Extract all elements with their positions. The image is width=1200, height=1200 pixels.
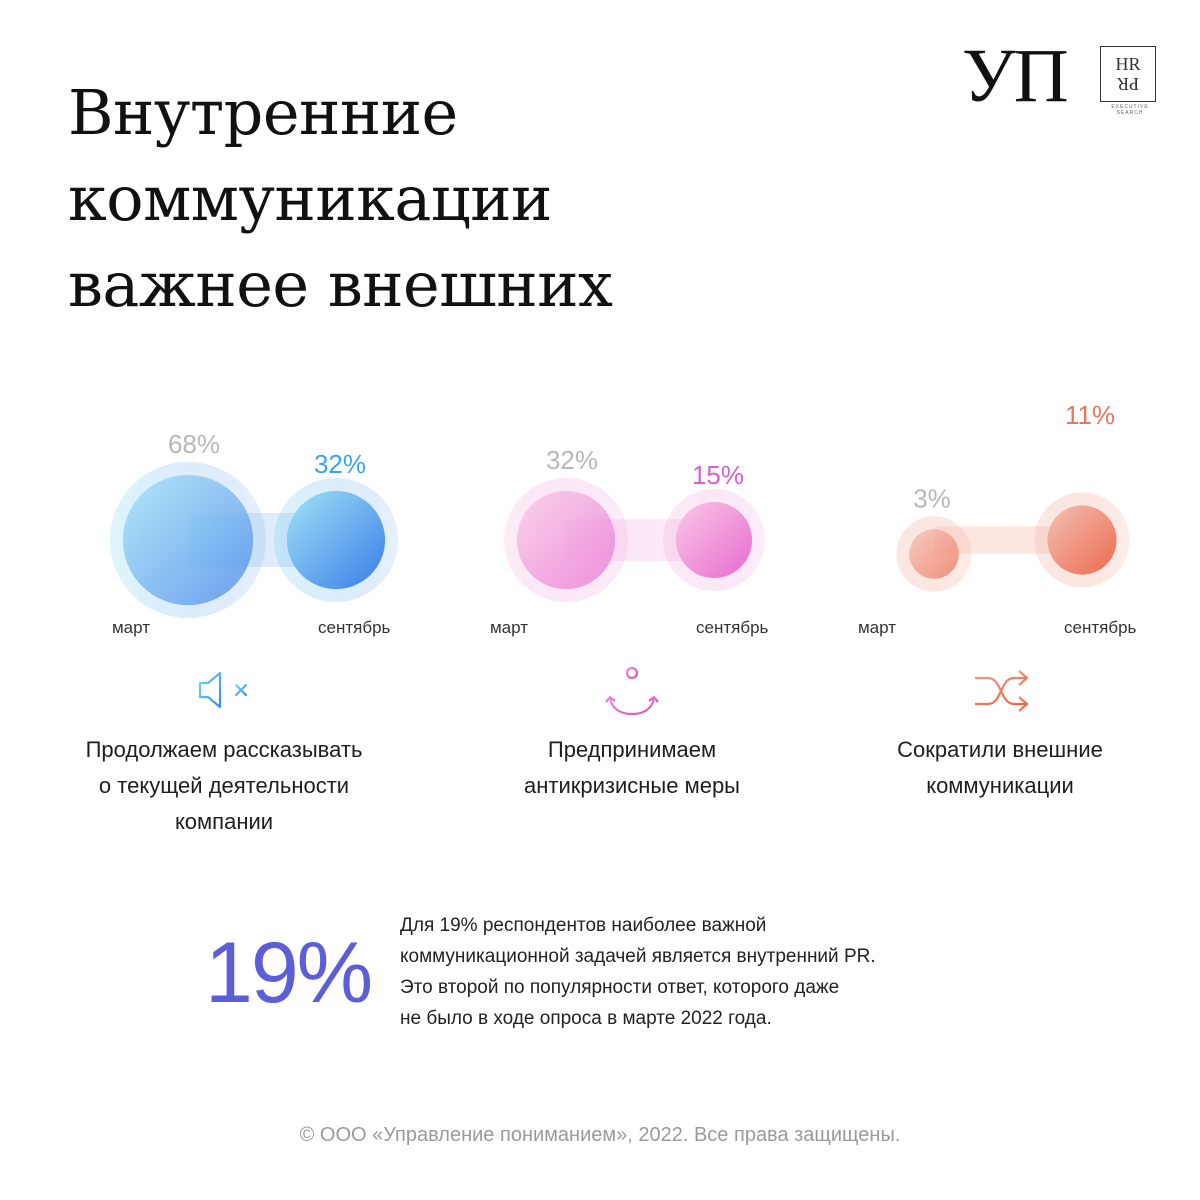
period-label-end: сентябрь [696, 618, 769, 637]
copyright-footer: © ООО «Управление пониманием», 2022. Все… [299, 1124, 901, 1146]
bubble-march [909, 529, 959, 579]
caption-reduced-external: Сократили внешние коммуникации [820, 732, 1180, 804]
value-label-september: 32% [314, 449, 366, 479]
caption-continue-reporting: Продолжаем рассказывать о текущей деятел… [44, 732, 404, 840]
value-label-september: 11% [1065, 400, 1115, 430]
bubble-september [675, 501, 753, 579]
period-label-start: март [490, 618, 528, 637]
note-line: не было в ходе опроса в марте 2022 года. [400, 1008, 772, 1029]
bubble-chart: 68% 32% март сентябрь 32% 15% март сентябрь 3% 11… [109, 400, 1137, 637]
note-line: Это второй по популярности ответ, которо… [400, 977, 840, 998]
anchor-icon [605, 666, 659, 716]
caption-line: коммуникации [926, 773, 1074, 798]
partner-logo-line: HR [1115, 54, 1141, 74]
caption-line: Продолжаем рассказывать [85, 737, 363, 762]
value-label-march: 32% [546, 445, 598, 475]
note-line: Для 19% респондентов наиболее важной [400, 915, 767, 936]
partner-logo-subtitle: EXECUTIVE SEARCH [1111, 104, 1149, 116]
muted-speaker-icon [198, 671, 248, 709]
caption-line: о текущей деятельности [98, 773, 350, 798]
caption-anticrisis-measures: Предпринимаем антикризисные меры [452, 732, 812, 804]
shuffle-icon [975, 670, 1029, 712]
period-label-end: сентябрь [1064, 618, 1137, 637]
bubble-march [122, 474, 254, 606]
title-line: коммуникации [68, 162, 552, 235]
title-line: Внутренние [68, 76, 458, 149]
highlight-note: Для 19% респондентов наиболее важной ком… [400, 910, 1000, 1034]
bubble-march [516, 490, 616, 590]
brand-logo: УП [962, 34, 1069, 118]
value-label-march: 3% [913, 483, 951, 513]
note-line: коммуникационной задачей является внутре… [400, 946, 876, 967]
title-line: важнее внешних [68, 248, 613, 321]
period-label-end: сентябрь [318, 618, 391, 637]
bubble-september [1047, 505, 1117, 575]
highlight-value: 19% [205, 925, 373, 1021]
caption-line: компании [174, 809, 274, 834]
partner-logo-line: PR [1116, 74, 1140, 94]
value-label-march: 68% [168, 429, 220, 459]
bubble-september [286, 490, 386, 590]
period-label-start: март [858, 618, 896, 637]
period-label-start: март [112, 618, 150, 637]
partner-logo: HR PR [1100, 46, 1156, 102]
caption-line: Предпринимаем [547, 737, 717, 762]
caption-line: антикризисные меры [524, 773, 740, 798]
caption-line: Сократили внешние [897, 737, 1103, 762]
value-label-september: 15% [692, 460, 744, 490]
page-title: Внутренние коммуникации важнее внешних [68, 70, 768, 328]
